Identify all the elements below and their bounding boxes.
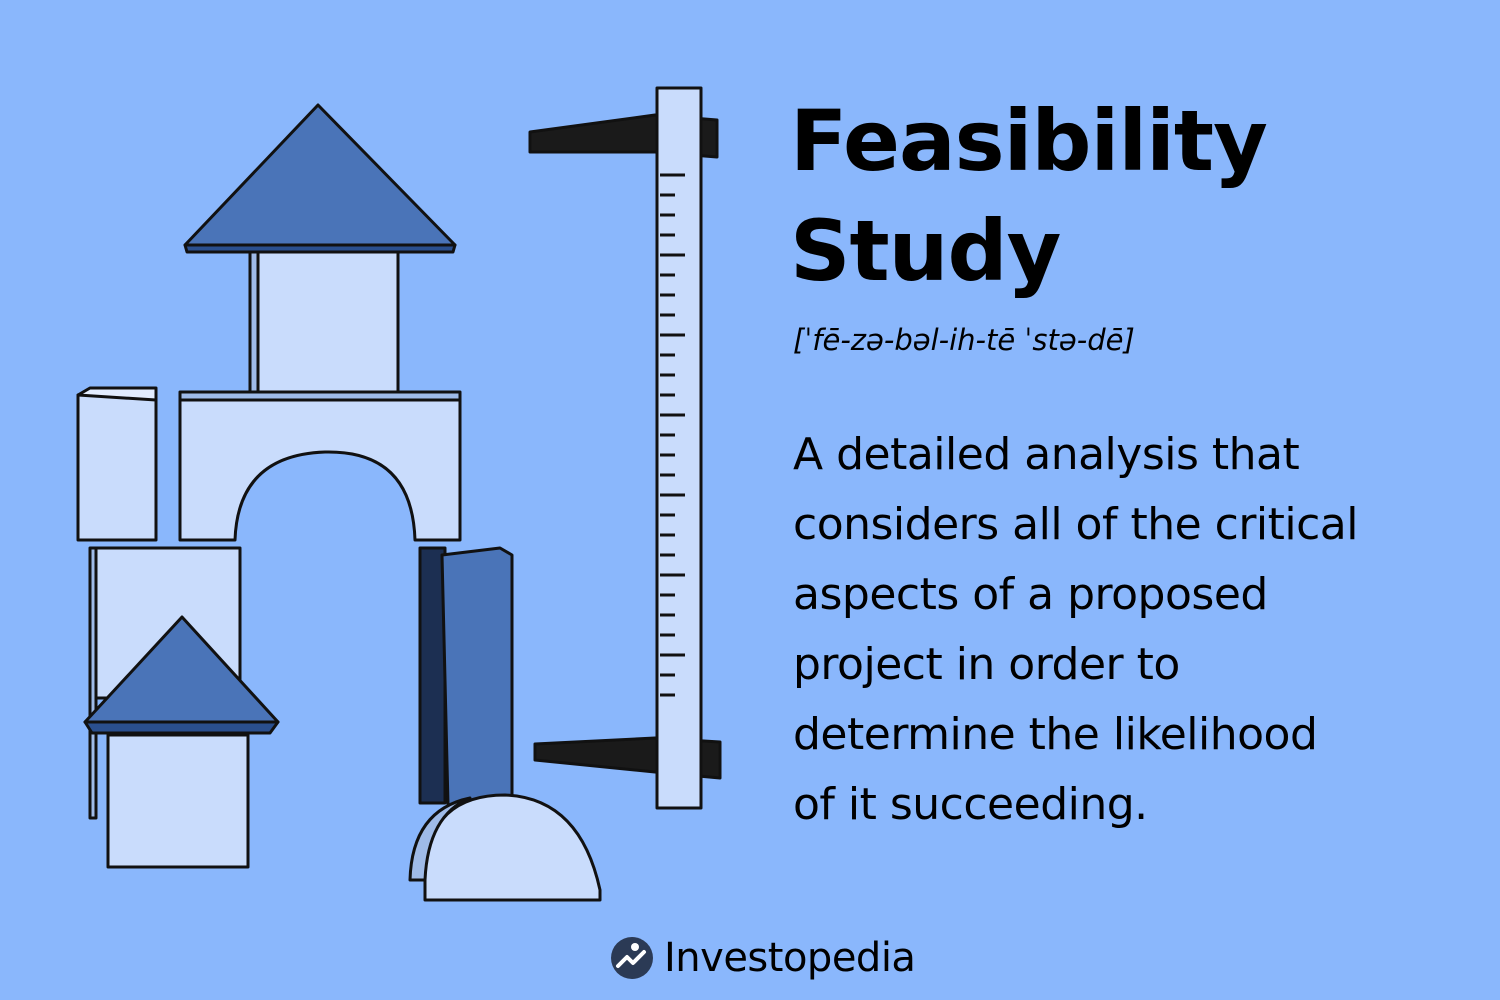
investopedia-logo-icon xyxy=(611,937,653,979)
title-line-1: Feasibility xyxy=(790,92,1268,190)
definition-text: A detailed analysis that considers all o… xyxy=(793,420,1473,840)
definition-line: aspects of a proposed xyxy=(793,569,1268,620)
pronunciation: [ˈfē-zə-bəl-ih-tē ˈstə-dē] xyxy=(793,323,1135,357)
definition-line: A detailed analysis that xyxy=(793,429,1300,480)
vertical-caliper-ruler-icon xyxy=(528,86,722,810)
building-blocks-tower-icon xyxy=(76,103,602,902)
page-title: Feasibility Study xyxy=(790,86,1268,306)
definition-line: considers all of the critical xyxy=(793,499,1359,550)
definition-line: of it succeeding. xyxy=(793,779,1148,830)
brand-name: Investopedia xyxy=(664,935,916,981)
brand-logo: Investopedia xyxy=(610,928,916,988)
illustration xyxy=(76,86,722,902)
definition-line: project in order to xyxy=(793,639,1180,690)
definition-line: determine the likelihood xyxy=(793,709,1318,760)
title-line-2: Study xyxy=(790,202,1061,300)
